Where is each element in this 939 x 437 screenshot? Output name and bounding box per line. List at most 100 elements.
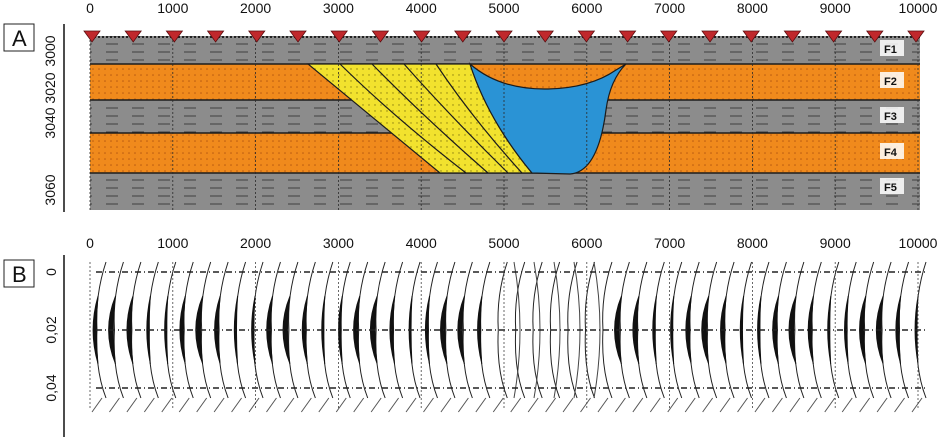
layer-label-f2: F2 [884, 76, 897, 88]
receiver-marker [330, 30, 348, 43]
trace-wavelet [92, 295, 99, 365]
trace-lower [776, 329, 787, 399]
trace-tail [457, 397, 469, 413]
trace-wavelet [282, 295, 291, 365]
trace-lower [619, 329, 630, 399]
trace-wavelet [739, 295, 744, 365]
trace-wavelet [321, 295, 326, 365]
receiver-marker [577, 30, 596, 43]
trace-tail [545, 397, 557, 413]
channel-body [468, 62, 627, 175]
trace-upper [375, 261, 386, 331]
trace-tail [719, 397, 731, 413]
trace-tail [614, 397, 626, 413]
trace-tail [510, 397, 522, 413]
receiver-marker [206, 30, 225, 43]
panel-b-label: B [12, 262, 27, 287]
trace-tail [824, 397, 836, 413]
trace-tail [806, 397, 818, 413]
layer-f5 [90, 173, 920, 210]
trace-lower [497, 329, 508, 399]
trace-tail [737, 397, 748, 413]
trace-tail [231, 397, 242, 413]
trace-upper [532, 261, 543, 331]
trace-upper [881, 261, 892, 331]
receiver-marker [783, 30, 802, 43]
panel-b-x-tick: 7000 [654, 235, 685, 251]
trace-gap [513, 261, 521, 399]
layer-label-f4: F4 [884, 147, 898, 159]
trace-wavelet [632, 295, 640, 365]
panel-a-label: A [12, 26, 27, 51]
panel-a-x-ticks: 0 1000 2000 3000 4000 5000 6000 7000 8000 9000 100… [86, 0, 938, 16]
panel-a-x-tick: 0 [86, 0, 94, 16]
trace-tail [196, 397, 208, 413]
trace-tail [248, 397, 260, 413]
receiver-marker [289, 30, 307, 43]
trace-lower [288, 329, 299, 399]
trace-tail [492, 397, 504, 413]
receiver-marker [248, 30, 266, 43]
receiver-marker [165, 30, 184, 43]
trace-wavelet [195, 295, 204, 365]
trace-tail [859, 397, 871, 413]
trace-tail [143, 397, 155, 413]
trace-tail [527, 397, 539, 413]
panel-a-x-tick: 10000 [899, 0, 938, 16]
receiver-marker [824, 30, 843, 43]
trace-upper [637, 261, 648, 331]
trace-wavelet [338, 295, 343, 365]
trace-wavelet [859, 295, 867, 365]
trace-lower [445, 329, 456, 399]
panel-b-y-tick: 0,02 [43, 316, 59, 343]
trace-tail [841, 397, 853, 413]
panel-a-x-tick: 9000 [820, 0, 851, 16]
trace-tail [632, 397, 644, 413]
trace-wavelet [389, 295, 395, 365]
trace-lower [637, 329, 648, 399]
panel-a-y-tick: 3060 [42, 174, 58, 205]
receiver-marker [495, 30, 513, 43]
trace-tail [213, 397, 225, 413]
receiver-marker [371, 30, 390, 43]
panel-b-x-tick: 9000 [820, 235, 851, 251]
panel-b-x-tick: 2000 [240, 235, 271, 251]
panel-a-x-tick: 5000 [488, 0, 519, 16]
trace-upper [776, 261, 787, 331]
trace-lower [270, 329, 281, 399]
panel-b-x-tick: 3000 [323, 235, 354, 251]
trace-tail [894, 397, 905, 413]
panel-a-x-tick: 2000 [240, 0, 271, 16]
trace-lower [462, 329, 473, 399]
trace-wavelet [807, 295, 814, 365]
panel-b-y-tick: 0 [43, 268, 59, 276]
trace-tail [684, 397, 696, 413]
panel-a: A 0 1000 2000 3000 4000 5000 6000 7000 8000 9000 1… [3, 0, 938, 212]
panel-a-x-tick: 1000 [157, 0, 188, 16]
panel-a-y-ticks: 3000 3020 3040 3060 [42, 35, 58, 205]
panel-a-y-tick: 3000 [42, 35, 58, 66]
trace-tail [562, 397, 574, 413]
panel-b-x-ticks: 0 1000 2000 3000 4000 5000 6000 7000 8000 9000 100… [86, 235, 938, 251]
trace-upper [863, 261, 875, 331]
trace-wavelet [652, 295, 657, 365]
trace-tail [353, 397, 365, 413]
trace-tail [161, 397, 173, 413]
layer-label-f3: F3 [884, 111, 897, 123]
receiver-marker [124, 30, 142, 43]
panel-b: B 0 1000 2000 3000 4000 5000 6000 7000 8000 9000 1… [3, 235, 938, 437]
panel-a-x-tick: 3000 [323, 0, 354, 16]
trace-upper [706, 261, 718, 331]
receiver-marker [660, 30, 678, 43]
panel-a-x-tick: 4000 [406, 0, 437, 16]
trace-upper [200, 261, 212, 331]
panel-a-x-tick: 6000 [571, 0, 602, 16]
trace-tail [667, 397, 679, 413]
trace-lower [113, 329, 124, 399]
trace-wavelet [179, 295, 186, 365]
trace-tail [405, 397, 417, 413]
panel-b-y-tick: 0,04 [43, 374, 59, 401]
trace-upper [514, 261, 526, 331]
trace-upper [131, 261, 142, 331]
trace-tail [597, 397, 609, 413]
